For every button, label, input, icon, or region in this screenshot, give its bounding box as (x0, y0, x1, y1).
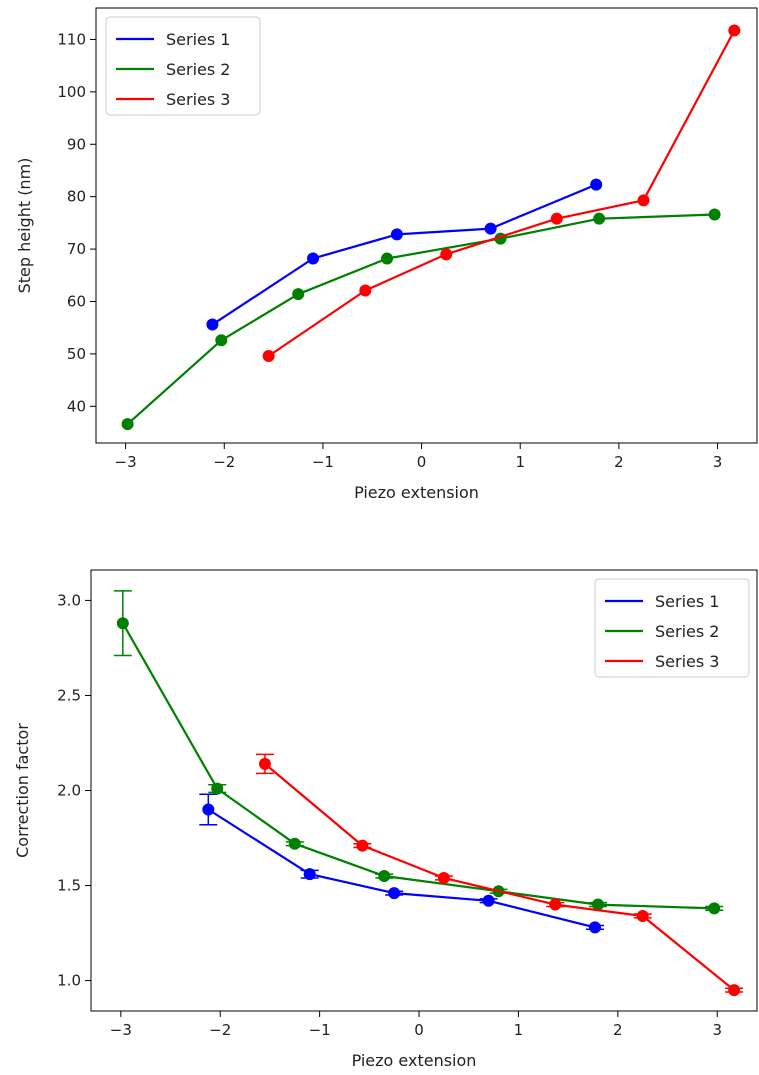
data-point (258, 757, 271, 770)
y-axis-label: Step height (nm) (15, 158, 34, 294)
data-point (211, 782, 224, 795)
data-point (378, 870, 391, 883)
data-point (636, 909, 649, 922)
data-point (549, 898, 562, 911)
legend: Series 1 Series 2 Series 3 (594, 578, 750, 678)
data-point (116, 617, 129, 630)
data-point (356, 839, 369, 852)
chart-2: −3 −2 −1 0 1 2 3 1.0 1.5 2.0 2.5 3.0 Piezo extension… (13, 569, 758, 1070)
series-2 (113, 590, 724, 915)
legend-entry: Series 1 (655, 592, 719, 611)
data-point (590, 178, 603, 191)
data-point (550, 212, 563, 225)
data-point (359, 284, 372, 297)
data-point (303, 868, 316, 881)
y-tick-label: 2.5 (57, 686, 81, 704)
data-point (437, 871, 450, 884)
x-tick-label: −2 (213, 453, 235, 471)
y-axis-label: Correction factor (13, 723, 32, 858)
y-tick-label: 40 (67, 397, 86, 415)
data-point (728, 24, 741, 37)
data-point (292, 288, 305, 301)
x-tick-label: −3 (110, 1021, 132, 1039)
chart-1: −3 −2 −1 0 1 2 3 40 50 60 70 80 90 100 110 Piezo extens… (15, 7, 758, 502)
x-tick-label: 2 (614, 453, 624, 471)
data-point (637, 194, 650, 207)
y-tick-label: 80 (67, 188, 86, 206)
y-tick-label: 1.0 (57, 972, 81, 990)
legend: Series 1 Series 2 Series 3 (105, 16, 261, 116)
x-tick-label: 1 (514, 1021, 524, 1039)
legend-box (105, 16, 261, 116)
data-point (484, 222, 497, 235)
data-point (593, 212, 606, 225)
legend-entry: Series 3 (655, 652, 719, 671)
data-point (390, 228, 403, 241)
y-tick-label: 2.0 (57, 782, 81, 800)
x-axis-label: Piezo extension (354, 483, 479, 502)
series-line (207, 808, 596, 929)
legend-entry: Series 3 (166, 90, 230, 109)
data-point (262, 350, 275, 362)
legend-box (594, 578, 750, 678)
y-tick-label: 70 (67, 240, 86, 258)
data-point (482, 894, 495, 907)
x-tick-label: 3 (713, 453, 723, 471)
y-tick-label: 100 (57, 83, 86, 101)
data-point (708, 902, 721, 915)
data-point (440, 248, 453, 261)
data-point (307, 252, 320, 265)
data-point (388, 887, 401, 900)
data-point (121, 418, 134, 431)
data-point (708, 208, 721, 221)
series-2 (121, 208, 721, 431)
x-axis-label: Piezo extension (352, 1051, 477, 1070)
x-tick-label: 2 (613, 1021, 623, 1039)
series-1 (206, 178, 603, 331)
y-tick-label: 50 (67, 345, 86, 363)
y-tick-label: 110 (57, 30, 86, 48)
data-point (381, 252, 394, 265)
y-tick-label: 90 (67, 135, 86, 153)
y-tick-label: 1.5 (57, 877, 81, 895)
series-line (264, 763, 735, 991)
plot-frame (95, 7, 758, 444)
x-tick-label: 3 (712, 1021, 722, 1039)
series-3 (255, 753, 744, 997)
series-1 (199, 793, 604, 934)
data-point (728, 984, 741, 997)
x-tick-label: 0 (417, 453, 427, 471)
y-tick-label: 3.0 (57, 591, 81, 609)
legend-entry: Series 2 (166, 60, 230, 79)
series-3 (262, 24, 741, 362)
legend-entry: Series 2 (655, 622, 719, 641)
x-tick-label: −1 (309, 1021, 331, 1039)
x-tick-label: −3 (115, 453, 137, 471)
data-point (206, 318, 219, 331)
x-tick-label: 1 (515, 453, 525, 471)
x-tick-label: −1 (312, 453, 334, 471)
data-point (215, 334, 228, 347)
series-line (267, 29, 736, 357)
legend-entry: Series 1 (166, 30, 230, 49)
x-tick-label: −2 (209, 1021, 231, 1039)
data-point (202, 803, 215, 816)
data-point (591, 898, 604, 911)
x-tick-label: 0 (414, 1021, 424, 1039)
data-point (288, 837, 301, 850)
y-tick-label: 60 (67, 292, 86, 310)
data-point (588, 921, 601, 934)
series-line (126, 213, 715, 425)
